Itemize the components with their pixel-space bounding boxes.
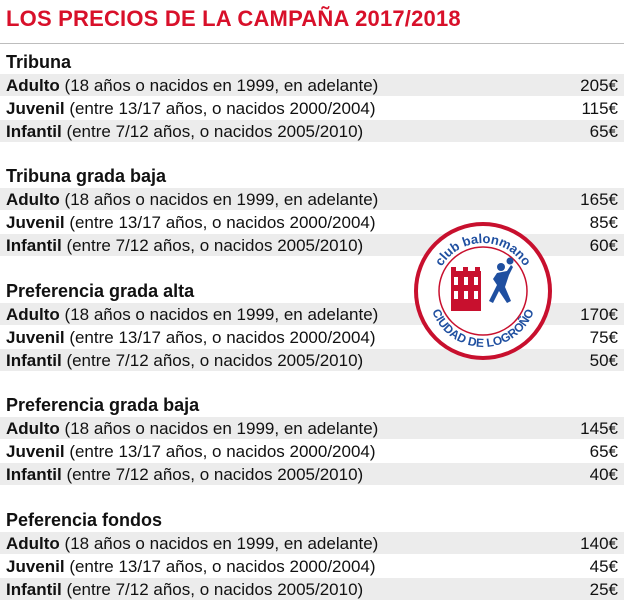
price-value: 50€ [589, 351, 618, 370]
price-value: 45€ [589, 557, 618, 576]
category-detail: (18 años o nacidos en 1999, en adelante) [59, 76, 379, 95]
category-label: Adulto [6, 190, 60, 209]
section-heading: Tribuna [6, 52, 72, 72]
price-row-adulto: Adulto (18 años o nacidos en 1999, en ad… [0, 417, 624, 440]
section-heading: Peferencia fondos [6, 510, 163, 530]
price-value: 60€ [589, 236, 618, 255]
section-heading: Preferencia grada alta [6, 281, 195, 301]
price-row-infantil: Infantil (entre 7/12 años, o nacidos 200… [0, 463, 624, 486]
category-label: Infantil [6, 351, 62, 370]
price-section-tribuna: Tribuna Adulto (18 años o nacidos en 199… [0, 50, 624, 143]
price-row-infantil: Infantil (entre 7/12 años, o nacidos 200… [0, 120, 624, 143]
price-value: 145€ [580, 419, 618, 438]
category-label: Infantil [6, 122, 62, 141]
price-value: 65€ [589, 122, 618, 141]
price-value: 205€ [580, 76, 618, 95]
category-label: Adulto [6, 305, 60, 324]
price-value: 85€ [589, 213, 618, 232]
price-value: 40€ [589, 465, 618, 484]
price-section-preferencia-fondos: Peferencia fondos Adulto (18 años o naci… [0, 508, 624, 601]
section-heading: Tribuna grada baja [6, 166, 167, 186]
category-detail: (entre 13/17 años, o nacidos 2000/2004) [64, 442, 376, 461]
category-detail: (entre 7/12 años, o nacidos 2005/2010) [61, 465, 364, 484]
price-row-juvenil: Juvenil (entre 13/17 años, o nacidos 200… [0, 440, 624, 463]
category-detail: (entre 13/17 años, o nacidos 2000/2004) [64, 328, 376, 347]
price-value: 165€ [580, 190, 618, 209]
category-detail: (18 años o nacidos en 1999, en adelante) [59, 534, 379, 553]
title-divider [0, 43, 624, 44]
category-label: Infantil [6, 580, 62, 599]
club-logo: club balonmano CIUDAD DE LOGROÑO [414, 222, 552, 360]
category-detail: (18 años o nacidos en 1999, en adelante) [59, 190, 379, 209]
category-label: Adulto [6, 419, 60, 438]
category-label: Infantil [6, 465, 62, 484]
category-label: Juvenil [6, 213, 65, 232]
price-row-infantil: Infantil (entre 7/12 años, o nacidos 200… [0, 578, 624, 601]
category-detail: (entre 7/12 años, o nacidos 2005/2010) [61, 236, 364, 255]
category-detail: (entre 7/12 años, o nacidos 2005/2010) [61, 351, 364, 370]
price-row-juvenil: Juvenil (entre 13/17 años, o nacidos 200… [0, 555, 624, 578]
category-label: Juvenil [6, 99, 65, 118]
price-value: 170€ [580, 305, 618, 324]
category-detail: (entre 13/17 años, o nacidos 2000/2004) [64, 213, 376, 232]
category-label: Adulto [6, 76, 60, 95]
price-value: 115€ [581, 99, 618, 118]
page-title: LOS PRECIOS DE LA CAMPAÑA 2017/2018 [6, 6, 461, 31]
price-value: 65€ [589, 442, 618, 461]
shield-icon [451, 267, 481, 311]
category-label: Adulto [6, 534, 60, 553]
price-row-adulto: Adulto (18 años o nacidos en 1999, en ad… [0, 74, 624, 97]
category-label: Juvenil [6, 328, 65, 347]
price-row-juvenil: Juvenil (entre 13/17 años, o nacidos 200… [0, 326, 624, 349]
handball-player-icon [489, 257, 514, 303]
category-label: Juvenil [6, 557, 65, 576]
price-value: 140€ [580, 534, 618, 553]
category-label: Infantil [6, 236, 62, 255]
category-detail: (entre 13/17 años, o nacidos 2000/2004) [64, 557, 376, 576]
price-section-preferencia-grada-baja: Preferencia grada baja Adulto (18 años o… [0, 393, 624, 486]
price-row-adulto: Adulto (18 años o nacidos en 1999, en ad… [0, 188, 624, 211]
category-detail: (18 años o nacidos en 1999, en adelante) [59, 419, 379, 438]
price-row-juvenil: Juvenil (entre 13/17 años, o nacidos 200… [0, 211, 624, 234]
price-value: 25€ [589, 580, 618, 599]
category-detail: (entre 7/12 años, o nacidos 2005/2010) [61, 122, 364, 141]
category-detail: (entre 13/17 años, o nacidos 2000/2004) [64, 99, 376, 118]
section-heading: Preferencia grada baja [6, 395, 200, 415]
price-value: 75€ [589, 328, 618, 347]
price-row-juvenil: Juvenil (entre 13/17 años, o nacidos 200… [0, 97, 624, 120]
category-detail: (entre 7/12 años, o nacidos 2005/2010) [61, 580, 364, 599]
price-row-adulto: Adulto (18 años o nacidos en 1999, en ad… [0, 532, 624, 555]
category-detail: (18 años o nacidos en 1999, en adelante) [59, 305, 379, 324]
category-label: Juvenil [6, 442, 65, 461]
